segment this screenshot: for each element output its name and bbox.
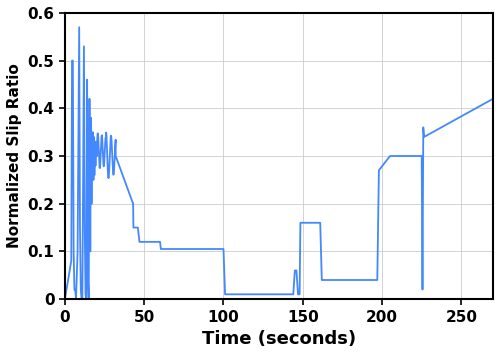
X-axis label: Time (seconds): Time (seconds): [202, 330, 356, 348]
Y-axis label: Normalized Slip Ratio: Normalized Slip Ratio: [7, 64, 22, 248]
